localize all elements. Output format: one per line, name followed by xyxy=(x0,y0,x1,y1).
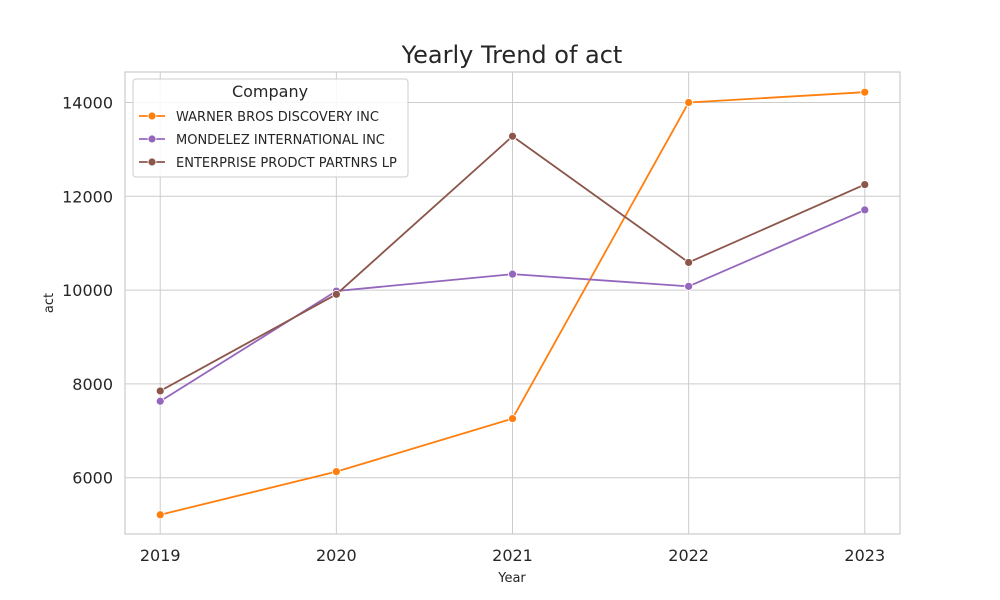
data-point xyxy=(684,98,694,107)
data-point xyxy=(155,386,165,396)
legend-item: ENTERPRISE PRODCT PARTNRS LP xyxy=(139,156,397,171)
data-point xyxy=(331,289,341,299)
data-point xyxy=(155,510,165,520)
data-point xyxy=(860,205,870,215)
plot-frame xyxy=(124,71,901,535)
data-point xyxy=(508,414,517,424)
data-point xyxy=(860,87,870,97)
legend-item: WARNER BROS DISCOVERY INC xyxy=(139,110,379,125)
x-tick-label: 2020 xyxy=(316,546,357,565)
y-tick-label: 8000 xyxy=(72,375,113,394)
data-point xyxy=(684,258,694,267)
data-point xyxy=(508,131,517,141)
x-tick-label: 2021 xyxy=(492,546,533,565)
data-point xyxy=(684,281,694,291)
series-3 xyxy=(155,131,870,396)
x-tick-label: 2019 xyxy=(140,546,181,565)
legend-frame xyxy=(132,78,409,178)
y-tick-label: 10000 xyxy=(62,281,113,300)
legend-label: MONDELEZ INTERNATIONAL INC xyxy=(176,133,385,148)
legend-title: Company xyxy=(232,82,308,101)
y-tick-label: 12000 xyxy=(62,187,113,206)
y-axis-label: act xyxy=(42,293,57,313)
data-point xyxy=(860,180,870,189)
data-point xyxy=(331,467,341,477)
x-tick-label: 2022 xyxy=(668,546,709,565)
series-1 xyxy=(155,87,870,520)
data-point xyxy=(508,269,517,279)
data-point xyxy=(155,396,165,406)
chart-title: Yearly Trend of act xyxy=(401,41,623,69)
legend-marker xyxy=(147,157,157,167)
legend-item: MONDELEZ INTERNATIONAL INC xyxy=(139,133,385,148)
series-2 xyxy=(155,205,870,406)
legend-label: WARNER BROS DISCOVERY INC xyxy=(176,110,379,125)
x-axis-label: Year xyxy=(497,571,526,586)
y-tick-label: 6000 xyxy=(72,469,113,488)
x-tick-label: 2023 xyxy=(844,546,885,565)
legend-marker xyxy=(147,111,157,121)
y-tick-label: 14000 xyxy=(62,93,113,112)
legend-marker xyxy=(147,134,157,144)
legend-label: ENTERPRISE PRODCT PARTNRS LP xyxy=(176,156,397,171)
legend: Company WARNER BROS DISCOVERY INC MONDELE… xyxy=(132,78,409,178)
